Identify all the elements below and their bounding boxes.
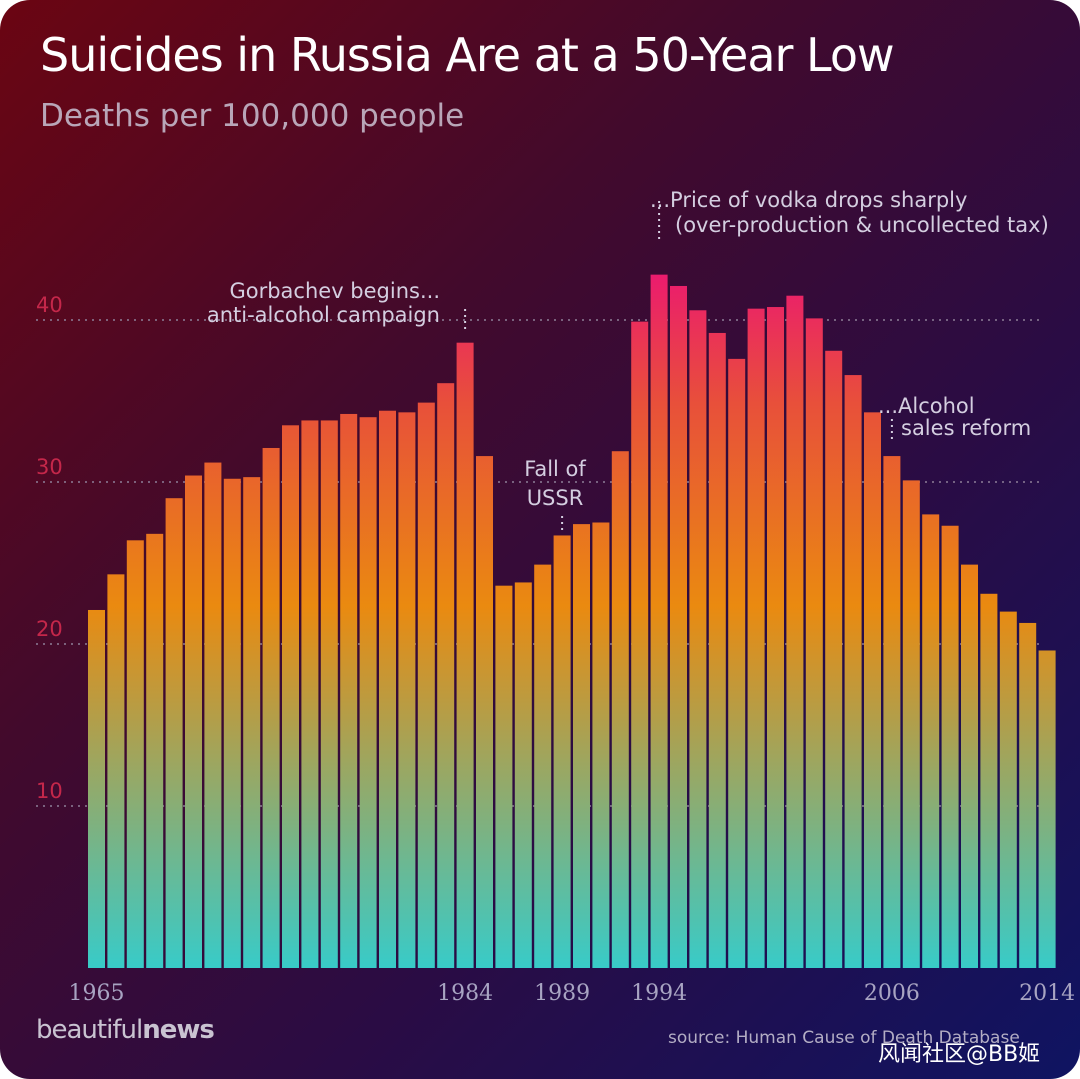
bar-2012 [999,611,1017,968]
x-tick-label: 1965 [69,981,125,1006]
bar-1972 [223,478,241,968]
bar-1965 [88,609,105,968]
annotation-text: ...Alcohol [878,394,975,418]
bar-1969 [165,498,183,968]
bar-1982 [417,402,435,968]
bar-1980 [379,410,396,969]
bar-1996 [689,310,707,968]
bar-1977 [320,420,338,968]
bar-2003 [825,350,843,968]
x-tick-label: 1989 [534,981,590,1006]
bar-1998 [728,358,746,968]
x-axis-ticks: 1965 1984 1989 1994 2006 2014 [69,981,1076,1006]
chart-title: Suicides in Russia Are at a 50-Year Low [40,28,895,82]
bar-2008 [922,514,940,968]
source-note: source: Human Cause of Death Database [668,1028,1020,1048]
annotation-text: (over-production & uncollected tax) [675,213,1049,237]
x-tick-label: 1984 [437,981,493,1006]
bar-1986 [495,585,513,968]
bar-1985 [476,456,493,968]
bar-2000 [767,307,784,968]
bar-2006 [883,456,901,968]
bar-1974 [262,447,280,969]
annotation-text: Fall of [524,457,586,481]
bar-2004 [844,375,862,969]
bar-2010 [961,564,978,968]
bar-1975 [282,425,299,968]
bar-2009 [941,525,959,968]
brand-logo: beautifulnews [36,1015,215,1045]
bar-2007 [902,480,920,968]
x-tick-label: 2014 [1019,981,1075,1006]
bar-1991 [592,522,610,968]
bar-1997 [708,332,726,969]
bar-1981 [398,412,416,969]
bar-1976 [301,420,319,968]
bar-1999 [747,308,765,968]
annotation-text: anti-alcohol campaign [207,303,440,327]
y-tick-label: 10 [36,779,63,803]
bars [88,274,1056,969]
bar-2014 [1038,650,1056,968]
bar-1984 [456,342,474,968]
watermark: 风闻社区@BB姬 [878,1042,1041,1067]
chart-subtitle: Deaths per 100,000 people [40,98,465,134]
bar-2011 [980,593,998,968]
brand-bold: news [142,1015,215,1045]
brand-light: beautiful [36,1015,143,1045]
bar-1989 [553,535,571,968]
annotation-text: sales reform [901,416,1031,440]
bar-1973 [243,477,261,968]
x-tick-label: 2006 [864,981,920,1006]
bar-1966 [107,574,125,968]
bar-1988 [534,564,552,968]
annotation-text: ...Price of vodka drops sharply [650,188,967,212]
bar-2002 [805,318,823,968]
y-tick-label: 40 [36,293,63,317]
bar-1995 [670,285,687,969]
annotations: Gorbachev begins...anti-alcohol campaign… [207,188,1049,532]
bar-2001 [786,295,804,968]
bar-2013 [1019,622,1037,968]
y-tick-label: 20 [36,617,63,641]
bar-1967 [126,540,144,968]
bar-1994 [650,274,668,968]
annotation-text: USSR [527,486,584,510]
bar-2005 [864,412,881,969]
bar-1971 [204,462,222,968]
bar-1983 [437,383,455,968]
bar-1968 [146,533,164,968]
bar-1987 [514,582,532,968]
bar-1990 [573,524,590,968]
bar-1993 [631,321,649,968]
x-tick-label: 1994 [631,981,687,1006]
bar-1979 [359,417,377,968]
y-tick-label: 30 [36,455,63,479]
y-axis-ticks: 10 20 30 40 [36,293,63,803]
bar-1970 [185,475,202,968]
bar-1978 [340,413,358,969]
bar-1992 [611,451,629,969]
annotation-text: Gorbachev begins... [229,279,440,303]
